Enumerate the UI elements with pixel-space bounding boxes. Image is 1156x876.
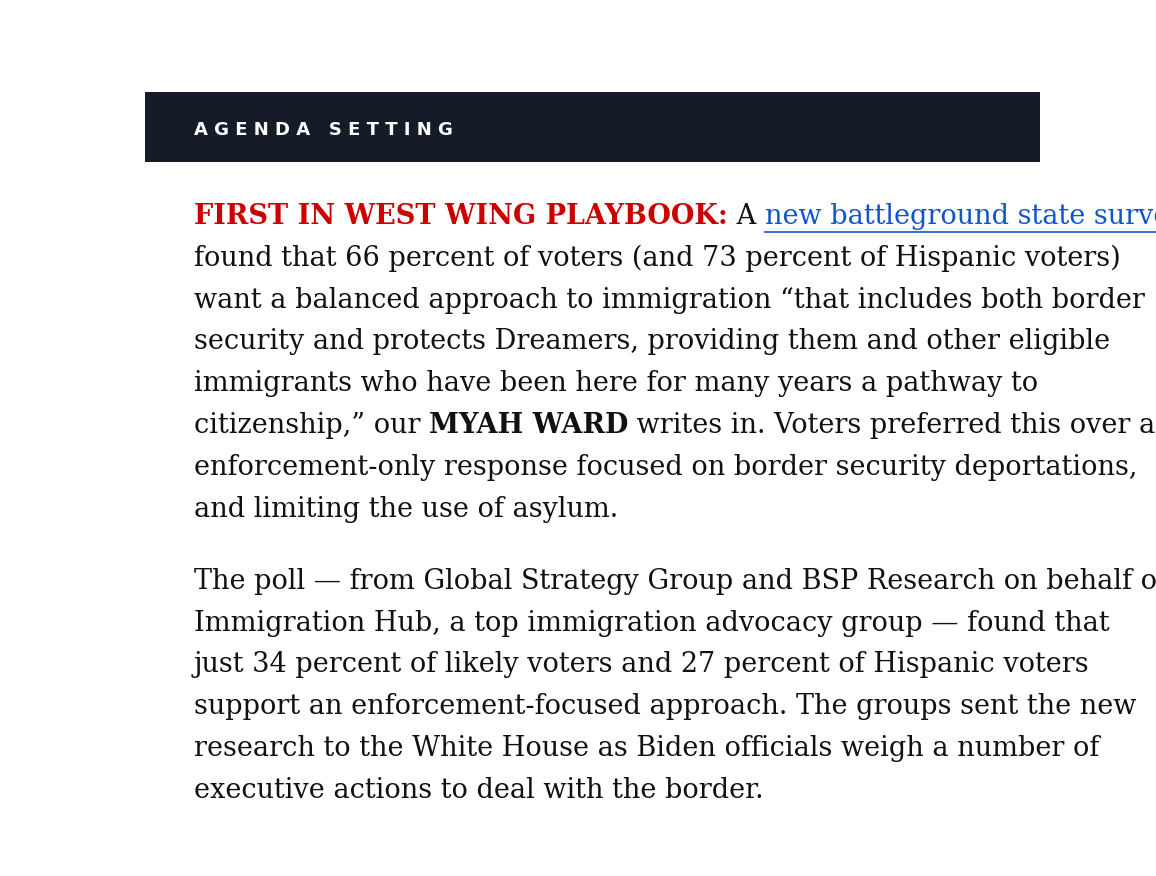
Text: MYAH WARD: MYAH WARD: [429, 412, 628, 439]
Text: A G E N D A   S E T T I N G: A G E N D A S E T T I N G: [194, 122, 453, 139]
Text: and limiting the use of asylum.: and limiting the use of asylum.: [194, 496, 618, 523]
Text: new battleground state survey: new battleground state survey: [764, 203, 1156, 230]
Text: found that 66 percent of voters (and 73 percent of Hispanic voters): found that 66 percent of voters (and 73 …: [194, 244, 1120, 272]
Text: citizenship,” our: citizenship,” our: [194, 412, 429, 439]
Text: support an enforcement-focused approach. The groups sent the new: support an enforcement-focused approach.…: [194, 693, 1136, 720]
Text: enforcement-only response focused on border security deportations,: enforcement-only response focused on bor…: [194, 454, 1138, 481]
Text: executive actions to deal with the border.: executive actions to deal with the borde…: [194, 777, 763, 804]
Text: The poll — from Global Strategy Group and BSP Research on behalf of: The poll — from Global Strategy Group an…: [194, 568, 1156, 595]
Text: want a balanced approach to immigration “that includes both border: want a balanced approach to immigration …: [194, 286, 1144, 314]
Text: security and protects Dreamers, providing them and other eligible: security and protects Dreamers, providin…: [194, 328, 1110, 356]
Text: research to the White House as Biden officials weigh a number of: research to the White House as Biden off…: [194, 735, 1099, 762]
Text: writes in. Voters preferred this over an: writes in. Voters preferred this over an: [628, 412, 1156, 439]
Text: just 34 percent of likely voters and 27 percent of Hispanic voters: just 34 percent of likely voters and 27 …: [194, 652, 1089, 679]
Text: FIRST IN WEST WING PLAYBOOK:: FIRST IN WEST WING PLAYBOOK:: [194, 203, 727, 230]
FancyBboxPatch shape: [144, 92, 1040, 162]
Text: A: A: [727, 203, 764, 230]
Text: immigrants who have been here for many years a pathway to: immigrants who have been here for many y…: [194, 371, 1038, 397]
Text: Immigration Hub, a top immigration advocacy group — found that: Immigration Hub, a top immigration advoc…: [194, 610, 1110, 637]
